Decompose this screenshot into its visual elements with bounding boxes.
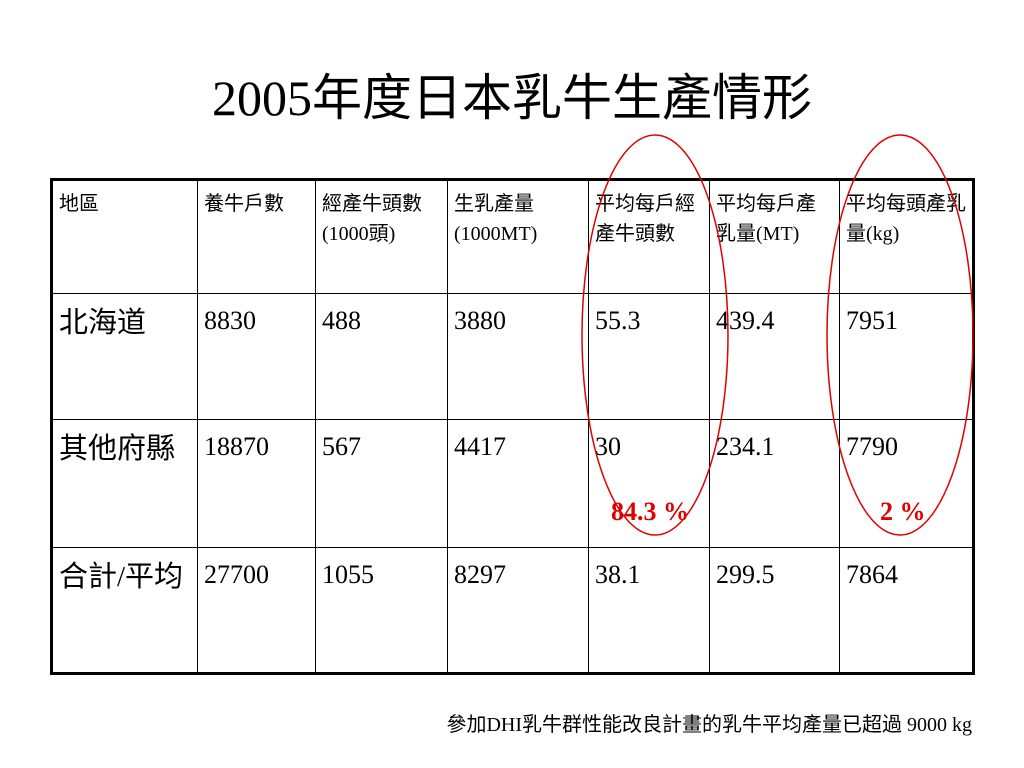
cell-cow-count: 567 xyxy=(315,419,448,548)
cell-farm-count: 8830 xyxy=(197,293,316,420)
header-farm-count: 養牛戶數 xyxy=(197,179,316,294)
footnote: 參加DHI乳牛群性能改良計畫的乳牛平均產量已超過 9000 kg xyxy=(446,714,972,736)
cell-cows-per-farm: 38.1 xyxy=(588,547,710,674)
percent-annotation-per-head: 2 % xyxy=(880,497,926,526)
cell-farm-count: 18870 xyxy=(197,419,316,548)
header-row: 地區 養牛戶數 經產牛頭數(1000頭) 生乳產量(1000MT) 平均每戶經產… xyxy=(51,179,974,294)
row-region: 北海道 xyxy=(51,293,198,420)
page-title: 2005年度日本乳牛生產情形 xyxy=(212,70,812,126)
cell-milk-per-farm: 299.5 xyxy=(709,547,840,674)
cell-farm-count: 27700 xyxy=(197,547,316,674)
table-row: 合計/平均 27700 1055 8297 38.1 299.5 7864 xyxy=(51,547,974,674)
cell-milk-output: 8297 xyxy=(447,547,589,674)
header-region: 地區 xyxy=(51,179,198,294)
cell-milk-per-farm: 234.1 xyxy=(709,419,840,548)
cell-cows-per-farm: 55.3 xyxy=(588,293,710,420)
row-region: 合計/平均 xyxy=(51,547,198,674)
header-milk-per-farm: 平均每戶產乳量(MT) xyxy=(709,179,840,294)
cell-milk-per-head: 7864 xyxy=(839,547,974,674)
header-cows-per-farm: 平均每戶經產牛頭數 xyxy=(588,179,710,294)
table-row: 北海道 8830 488 3880 55.3 439.4 7951 xyxy=(51,293,974,420)
header-milk-per-head: 平均每頭產乳量(kg) xyxy=(839,179,974,294)
percent-annotation-per-farm: 84.3 % xyxy=(611,497,689,526)
cell-cow-count: 1055 xyxy=(315,547,448,674)
header-milk-output: 生乳產量(1000MT) xyxy=(447,179,589,294)
cell-milk-per-farm: 439.4 xyxy=(709,293,840,420)
header-cow-count: 經產牛頭數(1000頭) xyxy=(315,179,448,294)
cell-cow-count: 488 xyxy=(315,293,448,420)
dairy-production-table: 地區 養牛戶數 經產牛頭數(1000頭) 生乳產量(1000MT) 平均每戶經產… xyxy=(50,178,975,675)
cell-milk-output: 4417 xyxy=(447,419,589,548)
cell-milk-output: 3880 xyxy=(447,293,589,420)
table-row: 其他府縣 18870 567 4417 30 234.1 7790 xyxy=(51,419,974,548)
cell-cows-per-farm: 30 xyxy=(588,419,710,548)
cell-milk-per-head: 7790 xyxy=(839,419,974,548)
cell-milk-per-head: 7951 xyxy=(839,293,974,420)
row-region: 其他府縣 xyxy=(51,419,198,548)
